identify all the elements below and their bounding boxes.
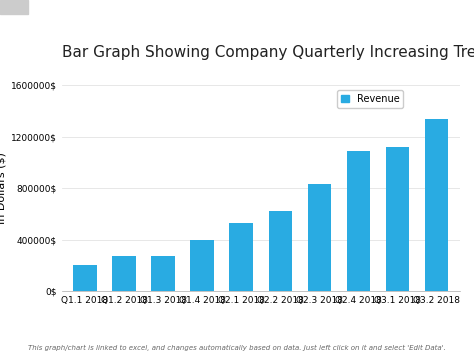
Bar	[73, 266, 97, 291]
Text: Bar Graph Showing Company Quarterly Increasing Trend in Revenue: Bar Graph Showing Company Quarterly Incr…	[62, 45, 474, 60]
Legend: Revenue: Revenue	[337, 90, 403, 108]
Bar	[151, 256, 175, 291]
Bar	[346, 151, 370, 291]
Bar	[191, 240, 214, 291]
Bar	[268, 211, 292, 291]
Bar	[425, 119, 448, 291]
Bar	[386, 147, 409, 291]
Bar	[229, 223, 253, 291]
Bar	[308, 184, 331, 291]
Bar	[112, 256, 136, 291]
Y-axis label: In Dollars ($): In Dollars ($)	[0, 152, 7, 224]
Text: This graph/chart is linked to excel, and changes automatically based on data. Ju: This graph/chart is linked to excel, and…	[28, 345, 446, 351]
